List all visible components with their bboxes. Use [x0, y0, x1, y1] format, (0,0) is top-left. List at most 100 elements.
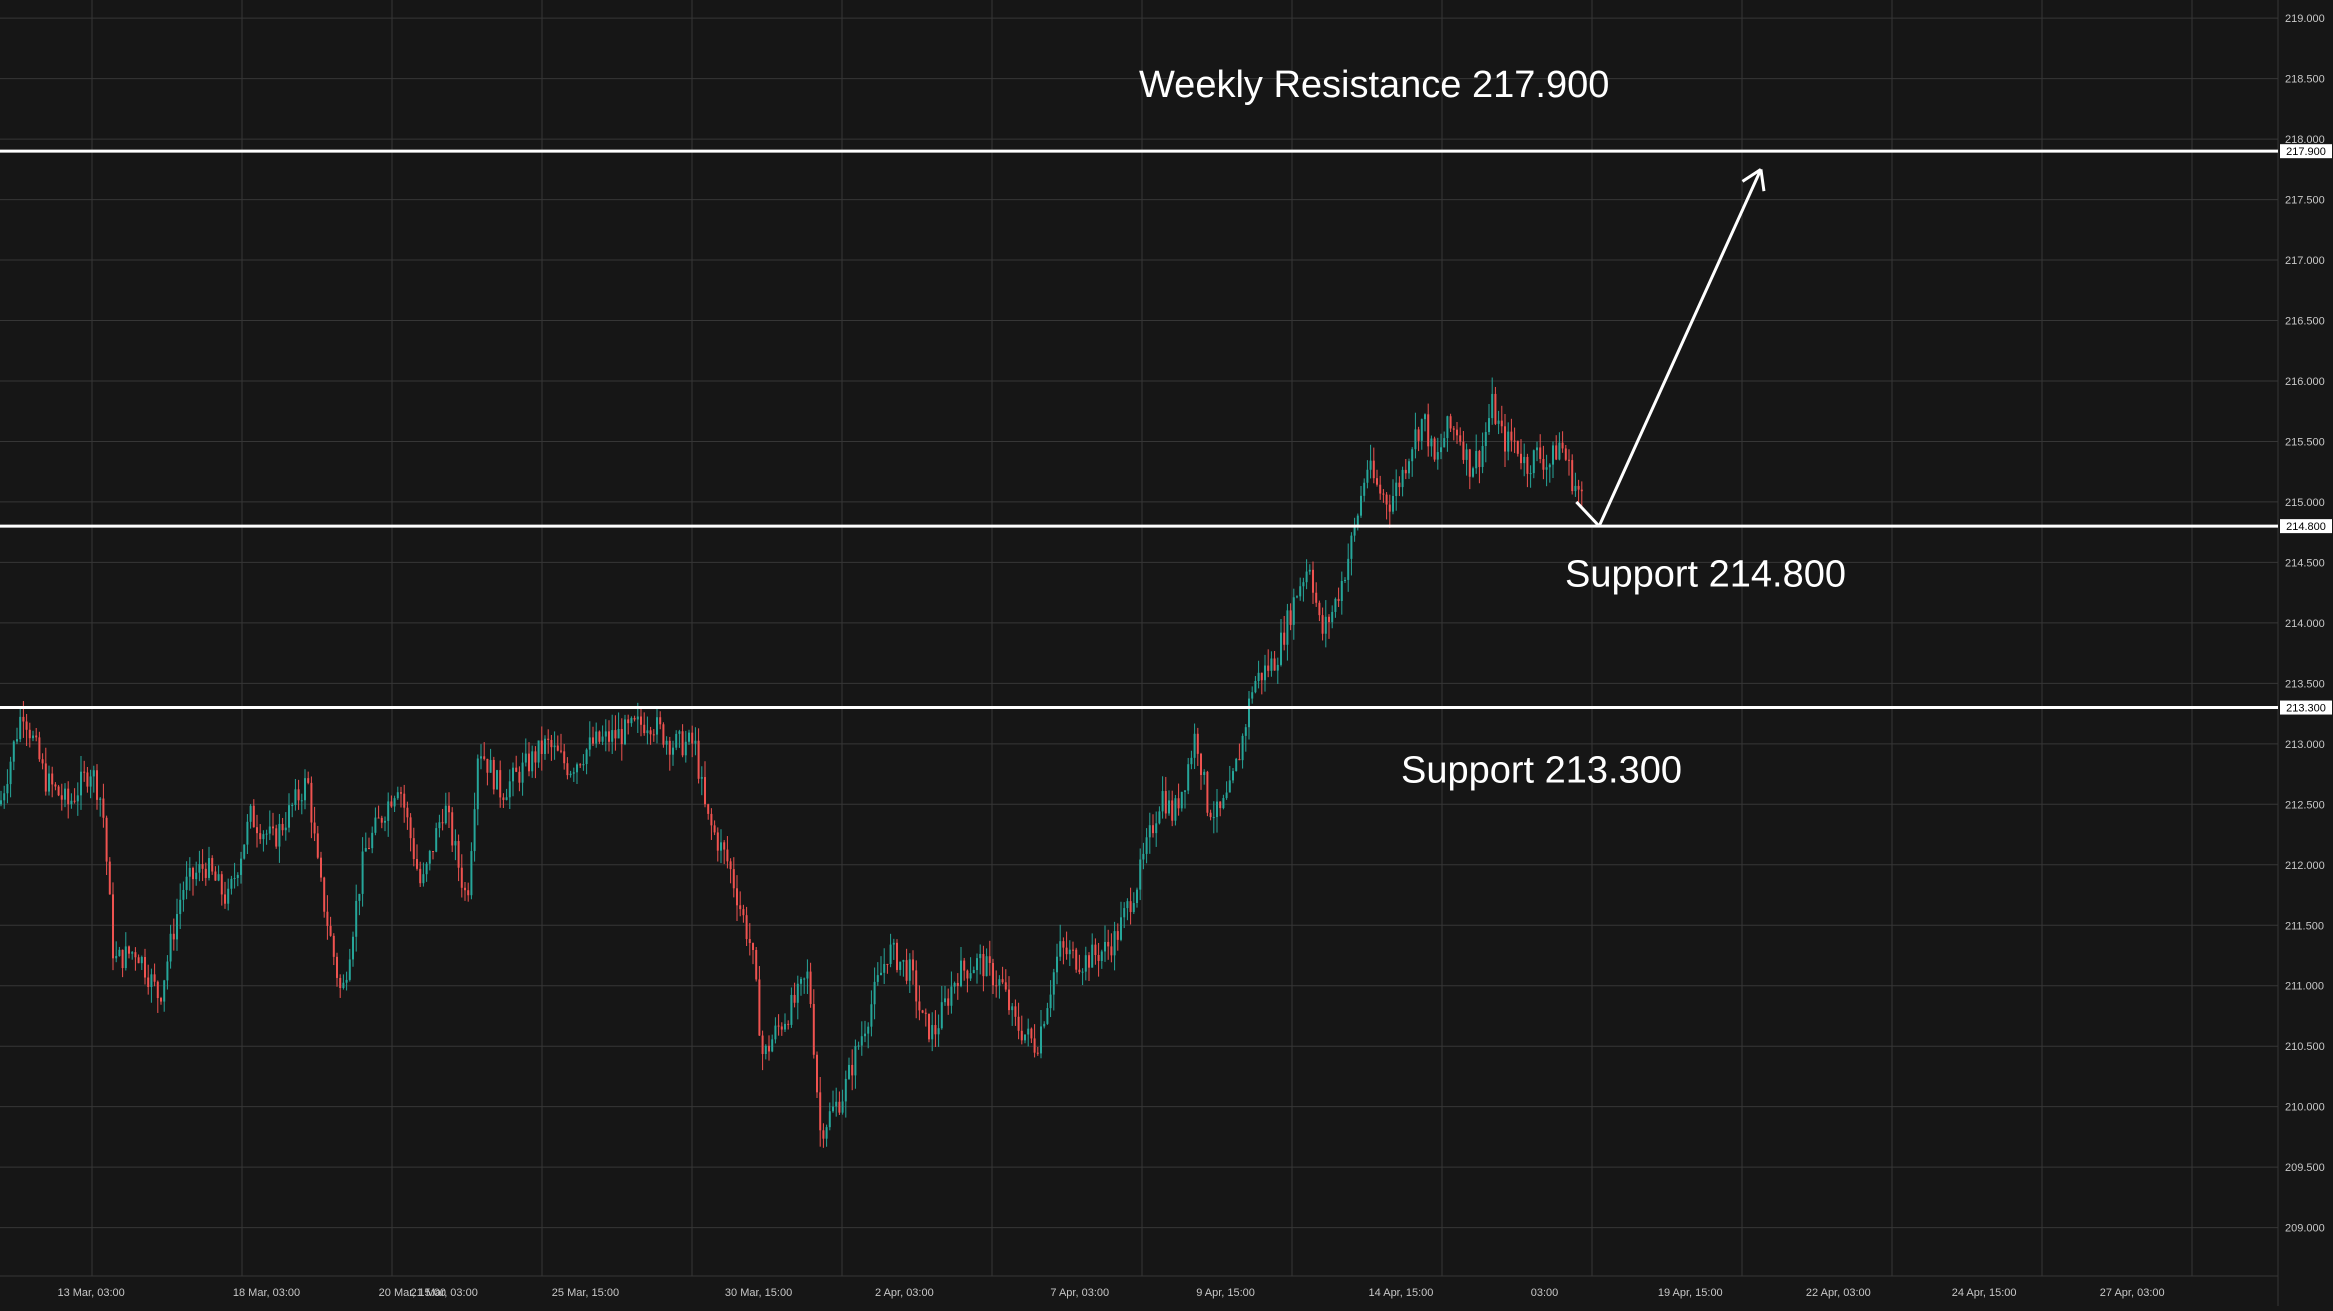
candle-body — [1510, 431, 1513, 441]
candle-body — [355, 900, 358, 937]
candle — [1027, 1018, 1030, 1047]
candle-body — [700, 777, 703, 779]
candle-body — [307, 778, 310, 783]
candle — [672, 740, 674, 766]
candle-body — [67, 788, 70, 805]
candle — [1292, 588, 1295, 640]
candle — [464, 881, 466, 901]
candle-body — [12, 741, 15, 762]
candle-body — [1257, 672, 1260, 682]
candle-body — [761, 1035, 764, 1055]
candle — [348, 948, 351, 982]
candle-body — [611, 730, 614, 742]
candle — [1004, 969, 1007, 992]
candle-body — [851, 1064, 854, 1076]
level-price-tag[interactable] — [2280, 519, 2332, 534]
candle — [345, 971, 348, 991]
time-tick-label: 25 Mar, 15:00 — [552, 1287, 619, 1299]
candle — [185, 861, 188, 900]
candle-body — [720, 842, 722, 851]
candle-body — [822, 1130, 825, 1139]
candle-body — [969, 973, 972, 979]
candle-body — [390, 801, 393, 807]
annotation-text: Support 213.300 — [1401, 750, 1682, 792]
candle-body — [1062, 941, 1065, 948]
candle — [537, 740, 540, 768]
candle-body — [1113, 931, 1116, 956]
candle — [604, 719, 607, 752]
candle-body — [1379, 484, 1382, 494]
projection-arrow[interactable] — [1597, 168, 1763, 527]
candle-body — [1392, 496, 1394, 512]
candle — [1302, 577, 1305, 602]
candle-body — [275, 828, 278, 847]
candle-body — [992, 962, 994, 986]
candle-body — [1574, 485, 1577, 492]
candle — [726, 836, 729, 869]
candle-body — [1356, 515, 1359, 526]
candle-body — [1235, 758, 1238, 772]
candle-body — [1123, 908, 1126, 918]
candle — [982, 945, 985, 992]
candle — [1545, 454, 1548, 487]
candle-body — [1296, 596, 1298, 598]
candle-body — [995, 985, 998, 987]
candle-body — [726, 849, 729, 862]
projection-arrowhead[interactable] — [1741, 168, 1762, 183]
candle-body — [774, 1025, 777, 1040]
candle-body — [1315, 592, 1318, 603]
candle — [246, 814, 249, 854]
candle-body — [1376, 478, 1378, 485]
candle — [556, 735, 559, 752]
time-axis[interactable]: 13 Mar, 03:00 18 Mar, 03:00 20 Mar, 15:002… — [57, 1287, 2164, 1299]
horizontal-levels[interactable]: 217.900 214.800 213.300 — [0, 144, 2332, 715]
projection-drawing[interactable] — [1575, 168, 1766, 528]
candle-body — [1232, 771, 1234, 781]
projection-arrowhead[interactable] — [1759, 169, 1766, 192]
candle — [857, 1041, 860, 1050]
candle-body — [1449, 416, 1452, 429]
candle-body — [454, 841, 457, 846]
candle — [256, 814, 258, 848]
candle-body — [1353, 525, 1356, 536]
candle-body — [1174, 798, 1177, 821]
candle-body — [1286, 610, 1289, 645]
candle-body — [1267, 665, 1270, 671]
annotation-text: Support 214.800 — [1565, 554, 1846, 596]
candle — [86, 766, 89, 793]
candle — [1100, 949, 1103, 969]
candle — [400, 786, 402, 808]
candle — [1568, 449, 1570, 476]
candle-body — [758, 979, 761, 1036]
candle-body — [1273, 658, 1276, 671]
candle — [275, 824, 278, 849]
candle-body — [160, 998, 162, 1002]
level-price-tag[interactable] — [2280, 700, 2332, 715]
time-tick-label: 20 Mar, 15:00 — [379, 1287, 446, 1299]
candle — [236, 872, 239, 887]
level-price-tag[interactable] — [2280, 144, 2332, 159]
candle-body — [1497, 420, 1500, 424]
price-tick-label: 218.500 — [2285, 74, 2325, 86]
pullback-segment[interactable] — [1575, 500, 1601, 528]
candle — [966, 969, 969, 993]
price-axis[interactable]: 209.000 209.500 210.000 210.500 211.000 211.5… — [2285, 13, 2325, 1234]
candle — [675, 730, 678, 751]
candle-body — [998, 979, 1001, 986]
candle-body — [1193, 733, 1196, 758]
candle — [620, 718, 623, 761]
candlestick-series — [0, 377, 1583, 1148]
candle-body — [419, 868, 422, 884]
candle — [1158, 806, 1161, 825]
candle-body — [1545, 467, 1548, 470]
candle-body — [790, 994, 793, 1025]
candle — [131, 951, 134, 960]
candle — [1465, 443, 1468, 476]
candle — [1139, 848, 1142, 901]
candle-body — [28, 729, 31, 739]
candle — [1110, 933, 1113, 963]
candle-body — [1308, 569, 1311, 572]
candle-body — [432, 851, 434, 853]
